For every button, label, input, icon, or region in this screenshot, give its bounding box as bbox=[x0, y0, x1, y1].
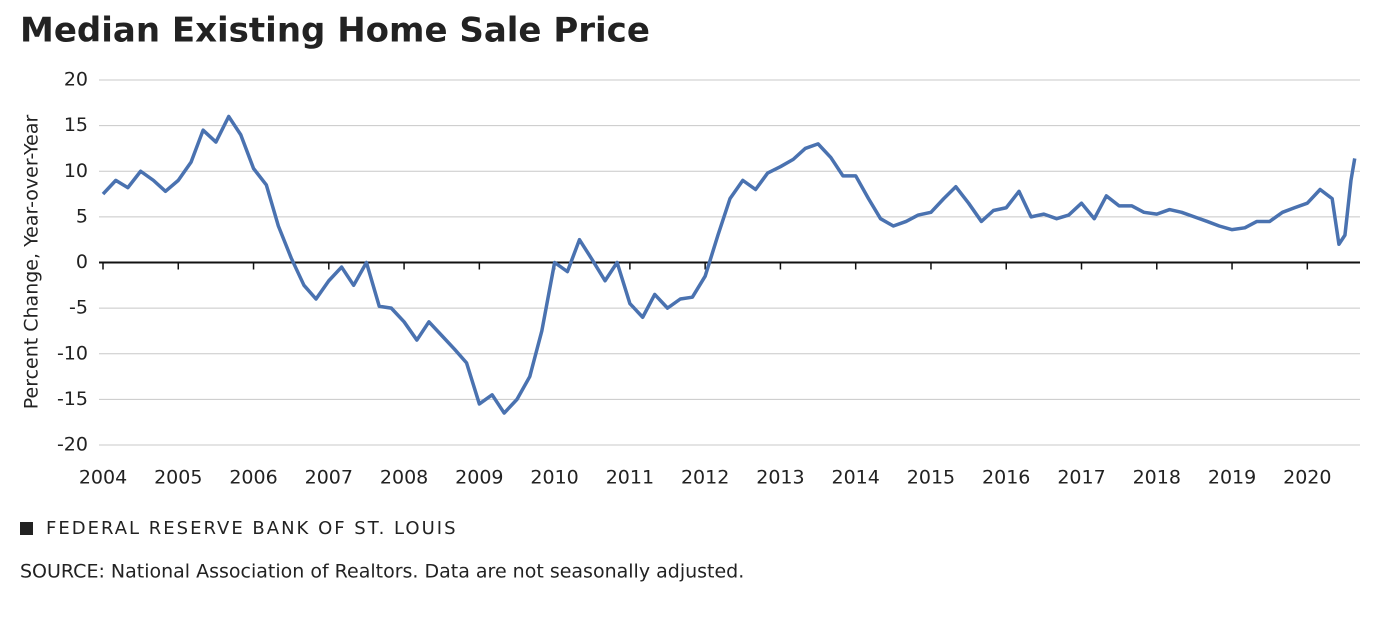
y-tick-label: 20 bbox=[64, 69, 88, 91]
y-tick-label: 5 bbox=[76, 205, 88, 227]
x-tick-label: 2008 bbox=[380, 467, 428, 489]
y-tick-label: 0 bbox=[76, 251, 88, 273]
x-tick-label: 2009 bbox=[455, 467, 503, 489]
y-tick-label: -10 bbox=[57, 342, 88, 364]
brand-square bbox=[20, 522, 33, 535]
y-tick-label: -15 bbox=[57, 388, 88, 410]
chart-title: Median Existing Home Sale Price bbox=[20, 11, 650, 51]
x-tick-label: 2010 bbox=[530, 467, 578, 489]
y-tick-label: 10 bbox=[64, 160, 88, 182]
x-tick-label: 2007 bbox=[305, 467, 353, 489]
x-tick-label: 2014 bbox=[832, 467, 880, 489]
y-tick-label: -20 bbox=[57, 434, 88, 456]
data-line bbox=[101, 114, 1357, 415]
y-axis-label: Percent Change, Year-over-Year bbox=[21, 115, 43, 410]
source: SOURCE: National Association of Realtors… bbox=[20, 561, 744, 583]
x-tick-label: 2016 bbox=[982, 467, 1030, 489]
x-tick-label: 2006 bbox=[229, 467, 277, 489]
x-tick-label: 2020 bbox=[1283, 467, 1331, 489]
x-tick-label: 2012 bbox=[681, 467, 729, 489]
x-tick-label: 2017 bbox=[1057, 467, 1105, 489]
x-tick-label: 2019 bbox=[1208, 467, 1256, 489]
x-tick-label: 2015 bbox=[907, 467, 955, 489]
x-tick-label: 2013 bbox=[756, 467, 804, 489]
x-tick-label: 2011 bbox=[606, 467, 654, 489]
y-tick-label: 15 bbox=[64, 114, 88, 136]
brand: FEDERAL RESERVE BANK OF ST. LOUIS bbox=[46, 518, 458, 539]
x-tick-label: 2005 bbox=[154, 467, 202, 489]
y-tick-label: -5 bbox=[69, 297, 88, 319]
x-tick-label: 2018 bbox=[1133, 467, 1181, 489]
x-tick-label: 2004 bbox=[79, 467, 127, 489]
